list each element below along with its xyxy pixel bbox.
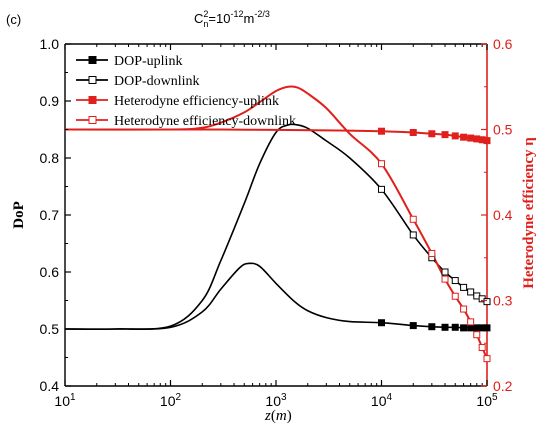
y-left-tick-label: 0.8 — [40, 150, 60, 166]
series-marker-3 — [483, 355, 491, 363]
series-marker-3 — [473, 331, 481, 339]
series-marker-1 — [460, 283, 468, 291]
series-marker-0 — [460, 324, 468, 332]
y-right-tick-label: 0.3 — [493, 293, 513, 309]
y-right-tick-label: 0.2 — [493, 378, 513, 394]
series-marker-1 — [483, 298, 491, 306]
chart-title: C2 n=10-12m-2/3 — [194, 9, 270, 29]
y-left-tick-label: 1.0 — [40, 36, 60, 52]
series-line-3 — [64, 85, 488, 360]
series-marker-3 — [460, 305, 468, 313]
series-marker-1 — [467, 288, 475, 296]
axis-ticks — [64, 43, 488, 387]
y-right-tick-label: 0.4 — [493, 207, 513, 223]
series-marker-1 — [441, 268, 449, 276]
legend-marker-0 — [88, 56, 97, 64]
x-tick-label: 102 — [160, 392, 182, 409]
title-sup: 2 — [203, 9, 208, 19]
legend-marker-3 — [88, 116, 97, 124]
y-left-tick-label: 0.7 — [40, 207, 60, 223]
series-marker-0 — [428, 323, 436, 331]
series-marker-0 — [409, 322, 417, 330]
title-sub: n — [203, 19, 208, 29]
series-marker-0 — [467, 324, 475, 332]
legend-label-2: Heterodyne efficiency-uplink — [114, 94, 279, 109]
series-marker-2 — [428, 130, 436, 138]
series-marker-3 — [467, 318, 475, 326]
series-marker-0 — [451, 323, 459, 331]
series-marker-2 — [467, 134, 475, 142]
legend: DOP-uplink DOP-downlink Heterodyne efficie… — [76, 54, 296, 129]
x-tick-label: 101 — [54, 392, 76, 409]
title-exp1: -12 — [230, 9, 243, 19]
x-tick-label: 103 — [265, 392, 287, 409]
series-marker-1 — [451, 277, 459, 285]
y-left-tick-label: 0.6 — [40, 264, 60, 280]
series-marker-2 — [409, 128, 417, 136]
series-marker-0 — [378, 319, 385, 327]
x-axis-label-close: ) — [287, 408, 292, 424]
x-tick-label: 105 — [476, 392, 498, 409]
legend-label-1: DOP-downlink — [114, 74, 200, 89]
x-axis-label-open: ( — [271, 408, 276, 424]
axis-tick-labels: 101 102 103 104 105 0.4 0.5 0.6 0.7 0.8 0.9 1.0 0.2 0… — [40, 36, 513, 409]
y-axis-label-left: DoP — [11, 201, 27, 229]
series-marker-0 — [483, 324, 491, 332]
legend-label-0: DOP-uplink — [114, 54, 182, 69]
title-middle: =10 — [208, 11, 230, 26]
legend-label-3: Heterodyne efficiency-downlink — [114, 114, 296, 129]
series-marker-3 — [451, 292, 459, 300]
series-line-1 — [64, 123, 488, 331]
title-base: C — [194, 11, 203, 26]
y-left-tick-label: 0.5 — [40, 321, 60, 337]
title-exp2: -2/3 — [254, 9, 270, 19]
y-right-tick-label: 0.6 — [493, 36, 513, 52]
x-axis-label-unit: m — [276, 408, 287, 424]
series-marker-1 — [409, 231, 417, 239]
series-marker-3 — [441, 275, 449, 283]
title-unit: m — [244, 11, 255, 26]
y-left-tick-label: 0.4 — [40, 378, 60, 394]
series-marker-2 — [378, 127, 385, 135]
legend-marker-1 — [88, 76, 97, 84]
y-right-tick-label: 0.5 — [493, 122, 513, 138]
series-marker-2 — [441, 131, 449, 139]
legend-marker-2 — [88, 96, 97, 104]
series-marker-1 — [378, 185, 385, 193]
y-axis-label-right: Heterodyne efficiency η — [521, 137, 537, 289]
series-marker-3 — [428, 249, 436, 257]
plot-markers — [378, 127, 491, 363]
series-marker-2 — [483, 137, 491, 145]
x-axis-label-var: z — [264, 408, 271, 424]
series-marker-3 — [478, 344, 486, 352]
y-left-tick-label: 0.9 — [40, 93, 60, 109]
series-marker-3 — [378, 160, 385, 168]
series-marker-3 — [409, 215, 417, 223]
x-axis-label: z(m) — [264, 408, 292, 424]
series-line-0 — [64, 262, 487, 330]
x-tick-label: 104 — [371, 392, 393, 409]
series-marker-2 — [460, 133, 468, 141]
series-marker-2 — [451, 132, 459, 140]
series-marker-0 — [441, 323, 449, 331]
panel-tag: (c) — [6, 12, 21, 27]
